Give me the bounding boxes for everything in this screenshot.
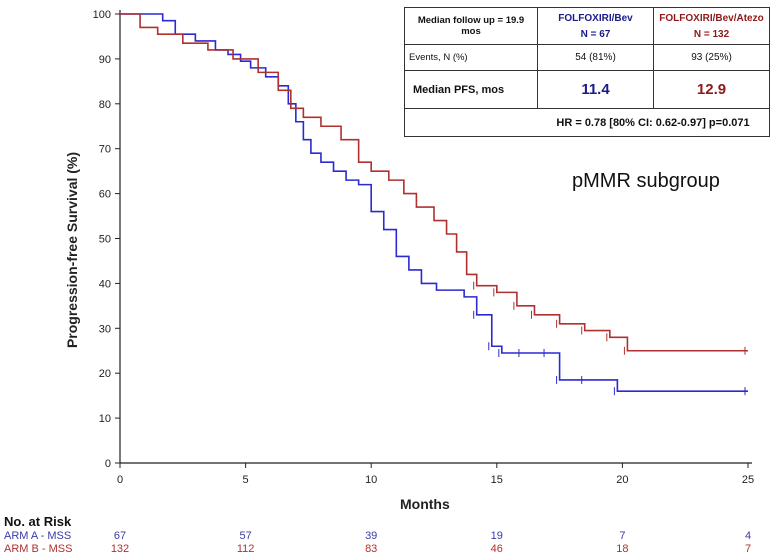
median-pfs-label: Median PFS, mos [413, 83, 505, 96]
risk-value-arm-a: 67 [113, 530, 127, 542]
risk-value-arm-b: 132 [110, 543, 130, 555]
x-axis-label: Months [400, 496, 450, 512]
risk-value-arm-a: 57 [239, 530, 252, 542]
y-tick-label: 80 [99, 99, 111, 111]
risk-value-arm-a: 39 [365, 530, 378, 542]
risk-value-arm-a: 19 [490, 530, 503, 542]
y-tick-label: 10 [99, 413, 111, 425]
arm-b-n: N = 132 [693, 28, 730, 40]
y-tick-label: 40 [99, 278, 111, 290]
y-tick-label: 0 [105, 458, 111, 470]
median-pfs-arm-a: 11.4 [581, 81, 610, 98]
y-tick-label: 20 [99, 368, 111, 380]
y-tick-label: 30 [99, 323, 111, 335]
risk-value-arm-a: 4 [744, 530, 752, 542]
x-tick-label: 10 [365, 474, 377, 486]
events-arm-b: 93 (25%) [691, 52, 732, 63]
x-tick-label: 25 [742, 474, 754, 486]
risk-table-title: No. at Risk [4, 514, 72, 529]
x-tick-label: 5 [243, 474, 249, 486]
events-arm-a: 54 (81%) [575, 52, 616, 63]
risk-value-arm-b: 7 [744, 543, 752, 555]
x-tick-label: 15 [491, 474, 503, 486]
follow-up-label: Median follow up = 19.9 mos [417, 15, 525, 37]
y-tick-label: 70 [99, 144, 111, 156]
risk-value-arm-b: 46 [490, 543, 503, 555]
survival-curve-arm-b [120, 13, 748, 352]
events-label: Events, N (%) [409, 52, 468, 63]
x-tick-label: 20 [616, 474, 628, 486]
y-tick-label: 90 [99, 54, 111, 66]
arm-a-n: N = 67 [580, 28, 611, 40]
stats-table: Median follow up = 19.9 mos FOLFOXIRI/Be… [404, 7, 770, 137]
median-pfs-arm-b: 12.9 [696, 81, 727, 98]
y-axis-label: Progression-free Survival (%) [64, 151, 80, 349]
survival-curve-arm-a [120, 13, 748, 392]
risk-value-arm-b: 83 [365, 543, 378, 555]
arm-a-name: FOLFOXIRI/Bev [558, 12, 633, 24]
y-tick-label: 60 [99, 189, 111, 201]
y-tick-label: 100 [93, 9, 111, 21]
subgroup-annotation: pMMR subgroup [572, 170, 720, 192]
hazard-ratio: HR = 0.78 [80% CI: 0.62-0.97] p=0.071 [556, 116, 750, 129]
risk-value-arm-b: 18 [616, 543, 629, 555]
arm-b-name: FOLFOXIRI/Bev/Atezo [659, 12, 764, 24]
x-tick-label: 0 [117, 474, 123, 486]
risk-arm-a-label: ARM A - MSS [4, 530, 72, 542]
y-tick-label: 50 [99, 234, 111, 246]
risk-value-arm-b: 112 [236, 543, 255, 555]
risk-arm-b-label: ARM B - MSS [4, 543, 73, 555]
risk-value-arm-a: 7 [619, 530, 626, 542]
